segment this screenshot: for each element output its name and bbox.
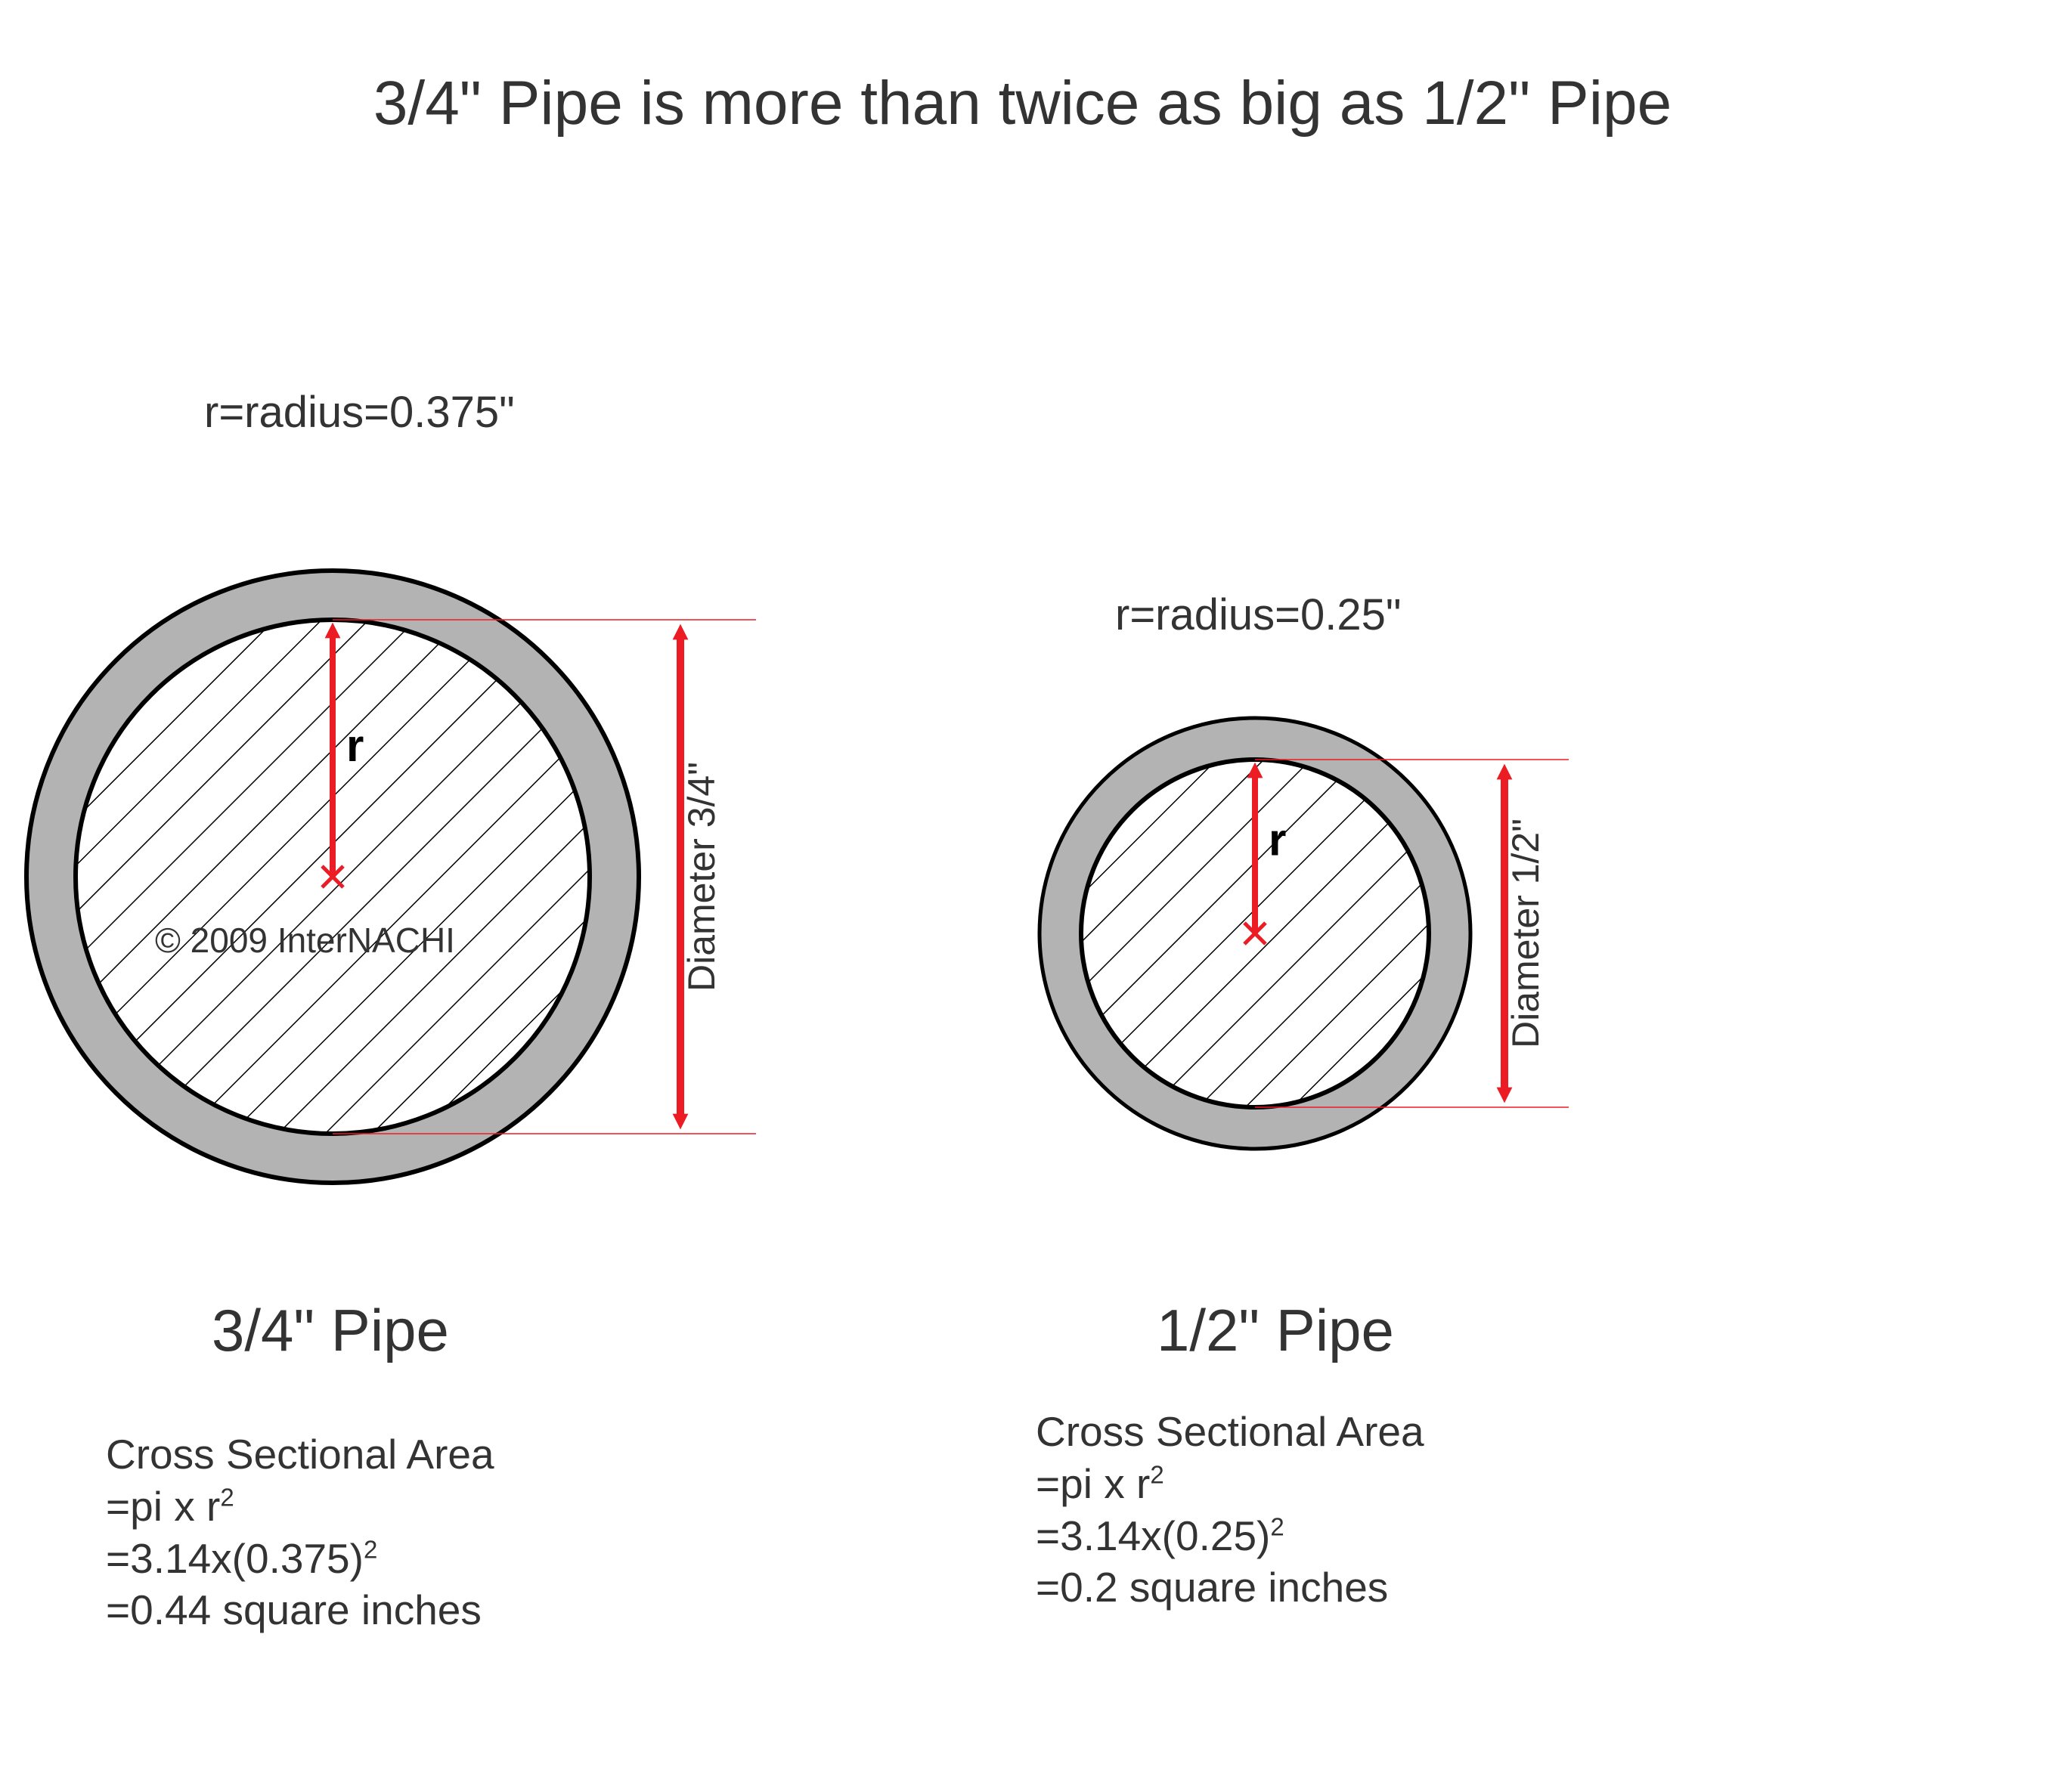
diameter-label: Diameter 1/2" xyxy=(1504,819,1547,1048)
superscript-two: 2 xyxy=(220,1483,234,1511)
area-line: =3.14x(0.375)2 xyxy=(106,1533,494,1585)
radius-label: r=radius=0.375" xyxy=(204,387,515,438)
area-line: Cross Sectional Area xyxy=(1036,1406,1424,1458)
pipe_right: r Diameter 1/2" xyxy=(1040,718,1569,1149)
area-line: =3.14x(0.25)2 xyxy=(1036,1510,1424,1562)
radius-marker-label: r xyxy=(1269,815,1286,865)
diameter-label: Diameter 3/4" xyxy=(680,762,723,992)
superscript-two: 2 xyxy=(1150,1460,1163,1488)
radius-label: r=radius=0.25" xyxy=(1115,590,1402,640)
superscript-two: 2 xyxy=(1270,1512,1284,1540)
area-line: =0.44 square inches xyxy=(106,1584,494,1636)
copyright-label: © 2009 InterNACHI xyxy=(155,921,455,960)
pipe_left: r Diameter 3/4" © 2009 InterNACHI xyxy=(26,571,756,1183)
area-line: =0.2 square inches xyxy=(1036,1561,1424,1614)
cross-section-area-block: Cross Sectional Area=pi x r2=3.14x(0.375… xyxy=(106,1428,494,1636)
pipe-name-label: 1/2" Pipe xyxy=(1157,1296,1394,1365)
area-line: Cross Sectional Area xyxy=(106,1428,494,1481)
area-line: =pi x r2 xyxy=(1036,1458,1424,1510)
area-line: =pi x r2 xyxy=(106,1481,494,1533)
cross-section-area-block: Cross Sectional Area=pi x r2=3.14x(0.25)… xyxy=(1036,1406,1424,1614)
radius-marker-label: r xyxy=(346,720,364,771)
superscript-two: 2 xyxy=(364,1535,377,1563)
pipe-name-label: 3/4" Pipe xyxy=(212,1296,449,1365)
